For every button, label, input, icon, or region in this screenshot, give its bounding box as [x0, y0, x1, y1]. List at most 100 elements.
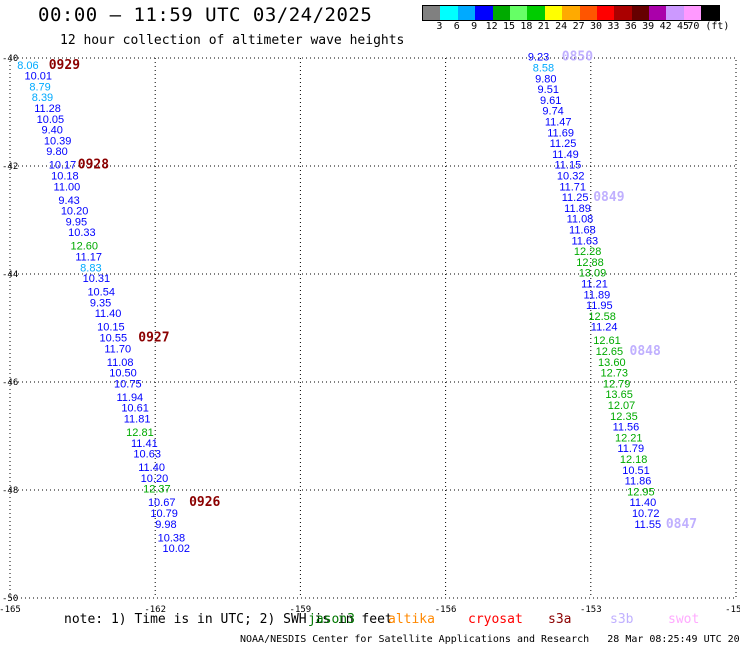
- color-scale-label: 39: [642, 21, 655, 32]
- chart-subtitle: 12 hour collection of altimeter wave hei…: [60, 33, 405, 48]
- color-swatch: [423, 6, 441, 20]
- pass-time-label: 0848: [630, 344, 661, 359]
- y-tick-label: -46: [2, 378, 18, 388]
- wave-height-label: 10.33: [68, 227, 96, 239]
- wave-height-label: 11.40: [95, 308, 122, 320]
- wave-height-label: 12.73: [600, 368, 628, 380]
- wave-height-label: 10.18: [51, 171, 79, 183]
- wave-height-label: 10.79: [150, 508, 178, 520]
- footnote: note: 1) Time is in UTC; 2) SWH is in fe…: [64, 612, 393, 627]
- wave-height-label: 10.31: [83, 273, 111, 285]
- wave-height-label: 11.89: [584, 289, 611, 301]
- wave-height-label: 8.79: [29, 81, 50, 93]
- wave-height-label: 11.21: [581, 279, 608, 291]
- wave-height-label: 9.74: [542, 106, 563, 118]
- wave-height-label: 9.61: [540, 95, 561, 107]
- pass-time-label: 0928: [78, 158, 109, 173]
- color-swatch: [475, 6, 493, 20]
- color-scale-label: 42: [659, 21, 672, 32]
- wave-height-label: 10.17: [49, 160, 77, 172]
- y-tick-label: -42: [2, 162, 18, 172]
- wave-height-label: 11.86: [625, 476, 652, 488]
- wave-height-label: 12.61: [593, 335, 621, 347]
- y-tick-label: -48: [2, 486, 18, 496]
- wave-height-label: 10.54: [87, 287, 115, 299]
- color-swatch: [683, 6, 702, 20]
- color-scale-label: 24: [555, 21, 568, 32]
- wave-height-label: 9.80: [535, 73, 556, 85]
- x-tick-label: -150: [725, 605, 740, 615]
- wave-height-label: 10.38: [158, 532, 186, 544]
- color-swatch: [527, 6, 545, 20]
- color-scale-bar: [422, 5, 720, 21]
- color-swatch: [562, 6, 580, 20]
- wave-height-label: 11.69: [547, 127, 574, 139]
- wave-height-label: 9.23: [528, 52, 549, 64]
- satellite-label: swot: [668, 612, 700, 627]
- color-swatch: [614, 6, 632, 20]
- x-tick-label: -165: [0, 605, 21, 615]
- wave-height-label: 9.40: [41, 125, 62, 137]
- color-scale-label: 70 (ft): [687, 21, 730, 32]
- wave-height-label: 12.79: [603, 378, 631, 390]
- wave-height-label: 9.95: [66, 216, 87, 228]
- wave-height-label: 11.40: [630, 497, 657, 509]
- satellite-label: s3b: [610, 612, 634, 627]
- wave-height-label: 10.50: [109, 368, 137, 380]
- wave-height-label: 10.02: [162, 543, 190, 555]
- wave-height-label: 12.18: [620, 454, 648, 466]
- credit-line: NOAA/NESDIS Center for Satellite Applica…: [240, 634, 740, 645]
- wave-height-label: 13.09: [579, 268, 607, 280]
- wave-height-label: 11.08: [107, 357, 134, 369]
- wave-height-label: 13.65: [605, 389, 633, 401]
- wave-height-label: 9.43: [58, 195, 79, 207]
- color-scale-label: 9: [471, 21, 478, 32]
- color-scale-label: 27: [572, 21, 585, 32]
- wave-height-label: 11.28: [34, 103, 61, 115]
- wave-height-label: 8.83: [80, 262, 101, 274]
- color-swatch: [666, 6, 684, 20]
- wave-height-label: 9.98: [155, 519, 176, 531]
- color-swatch: [440, 6, 458, 20]
- wave-height-label: 11.17: [75, 252, 102, 264]
- wave-height-label: 11.47: [545, 117, 572, 129]
- pass-time-label: 0849: [593, 190, 624, 205]
- y-tick-label: -40: [2, 54, 18, 64]
- wave-height-label: 8.06: [17, 60, 38, 72]
- wave-height-label: 12.28: [574, 246, 602, 258]
- wave-height-label: 11.89: [564, 203, 591, 215]
- wave-height-label: 8.39: [32, 92, 53, 104]
- wave-height-label: 11.71: [559, 181, 586, 193]
- color-scale-label: 6: [453, 21, 460, 32]
- wave-height-label: 11.40: [138, 462, 165, 474]
- wave-height-label: 12.81: [126, 427, 154, 439]
- color-scale-label: 15: [502, 21, 516, 32]
- color-scale-label: 3: [436, 21, 443, 32]
- satellite-label: cryosat: [468, 612, 523, 627]
- color-scale-label: 18: [520, 21, 533, 32]
- wave-height-label: 11.56: [613, 422, 640, 434]
- wave-height-label: 11.25: [550, 138, 577, 150]
- wave-height-label: 11.41: [131, 438, 158, 450]
- color-scale-label: 21: [537, 21, 550, 32]
- wave-height-label: 11.08: [567, 214, 594, 226]
- wave-height-label: 10.05: [37, 114, 65, 126]
- wave-height-label: 11.95: [586, 300, 613, 312]
- wave-height-label: 10.15: [97, 322, 125, 334]
- color-swatch: [509, 6, 528, 20]
- wave-height-label: 12.58: [588, 311, 616, 323]
- plot-frame: [9, 57, 737, 599]
- pass-time-label: 0850: [562, 50, 593, 65]
- wave-height-label: 10.72: [632, 508, 660, 520]
- satellite-label: jason3: [308, 612, 355, 627]
- wave-height-label: 8.58: [533, 63, 554, 75]
- wave-height-label: 12.35: [610, 411, 638, 423]
- color-scale-label: 45: [676, 21, 690, 32]
- wave-height-label: 10.63: [133, 449, 161, 461]
- pass-time-label: 0847: [666, 517, 697, 532]
- wave-height-label: 10.61: [121, 403, 149, 415]
- x-tick-label: -162: [144, 605, 166, 615]
- wave-height-label: 11.55: [634, 519, 661, 531]
- wave-height-label: 11.63: [571, 235, 598, 247]
